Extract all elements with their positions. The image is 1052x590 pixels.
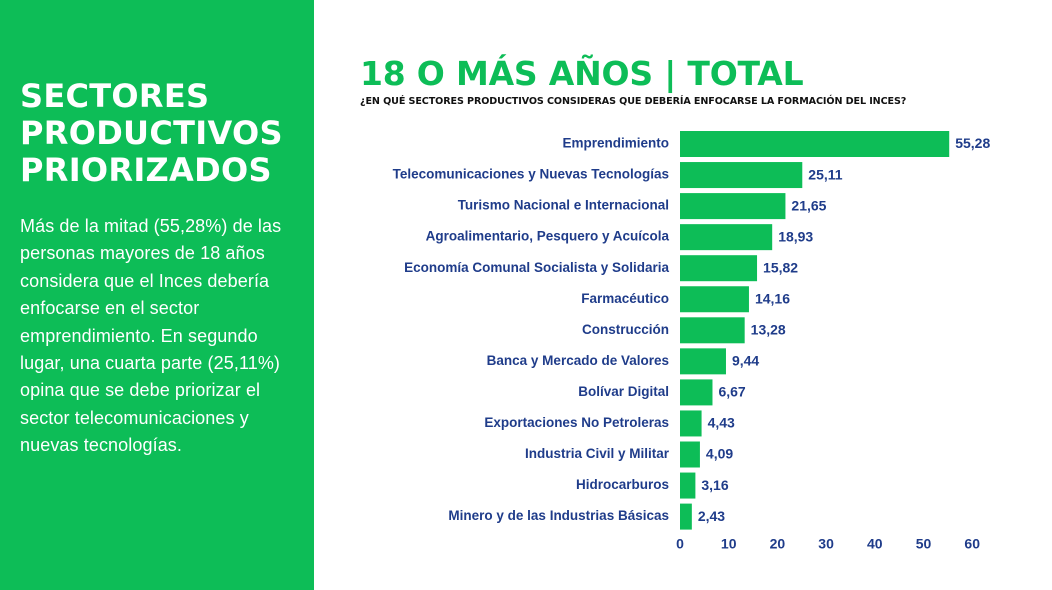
category-label: Telecomunicaciones y Nuevas Tecnologías (393, 167, 669, 182)
category-label: Construcción (582, 322, 669, 337)
category-label: Farmacéutico (581, 291, 669, 306)
value-label: 2,43 (698, 508, 725, 524)
x-tick-label: 50 (916, 536, 932, 552)
section-title-line: PRIORIZADOS (20, 151, 272, 189)
category-label: Turismo Nacional e Internacional (458, 198, 669, 213)
category-label: Emprendimiento (562, 136, 669, 151)
category-label: Economía Comunal Socialista y Solidaria (404, 260, 669, 275)
value-label: 4,09 (706, 446, 733, 462)
category-label: Bolívar Digital (578, 384, 669, 399)
category-label: Agroalimentario, Pesquero y Acuícola (426, 229, 670, 244)
category-label: Industria Civil y Militar (525, 446, 670, 461)
x-tick-label: 40 (867, 536, 883, 552)
value-label: 9,44 (732, 353, 759, 369)
chart-title: 18 O MÁS AÑOS | TOTAL (360, 54, 804, 93)
section-title-line: SECTORES (20, 77, 210, 115)
category-label: Banca y Mercado de Valores (487, 353, 669, 368)
bar (680, 503, 692, 530)
value-label: 18,93 (778, 228, 813, 244)
bar (680, 131, 950, 157)
x-tick-label: 0 (676, 536, 684, 552)
x-tick-label: 20 (770, 536, 786, 552)
value-label: 25,11 (808, 166, 842, 182)
bar (680, 410, 702, 437)
bar (680, 224, 773, 251)
section-title: SECTORES PRODUCTIVOS PRIORIZADOS (20, 78, 294, 189)
value-label: 21,65 (791, 197, 826, 213)
section-title-line: PRODUCTIVOS (20, 114, 283, 152)
value-label: 55,28 (955, 135, 990, 151)
x-tick-label: 60 (964, 536, 980, 552)
value-label: 3,16 (701, 477, 728, 493)
x-tick-label: 10 (721, 536, 737, 552)
value-label: 13,28 (751, 322, 786, 338)
bar (680, 193, 786, 220)
summary-text: Más de la mitad (55,28%) de las personas… (20, 216, 282, 456)
bar (680, 255, 758, 282)
left-panel: SECTORES PRODUCTIVOS PRIORIZADOS Más de … (0, 0, 314, 590)
bar (680, 348, 726, 375)
category-label: Minero y de las Industrias Básicas (448, 508, 669, 523)
bar (680, 317, 745, 344)
bar (680, 286, 749, 313)
category-label: Exportaciones No Petroleras (484, 415, 669, 430)
bar (680, 379, 713, 406)
chart-subtitle: ¿EN QUÉ SECTORES PRODUCTIVOS CONSIDERAS … (360, 96, 907, 107)
value-label: 6,67 (718, 384, 745, 400)
bar (680, 472, 696, 499)
value-label: 4,43 (708, 415, 735, 431)
bar (680, 162, 803, 189)
category-label: Hidrocarburos (576, 477, 669, 492)
x-tick-label: 30 (818, 536, 834, 552)
value-label: 15,82 (763, 259, 798, 275)
bar (680, 441, 700, 468)
value-label: 14,16 (755, 290, 790, 306)
